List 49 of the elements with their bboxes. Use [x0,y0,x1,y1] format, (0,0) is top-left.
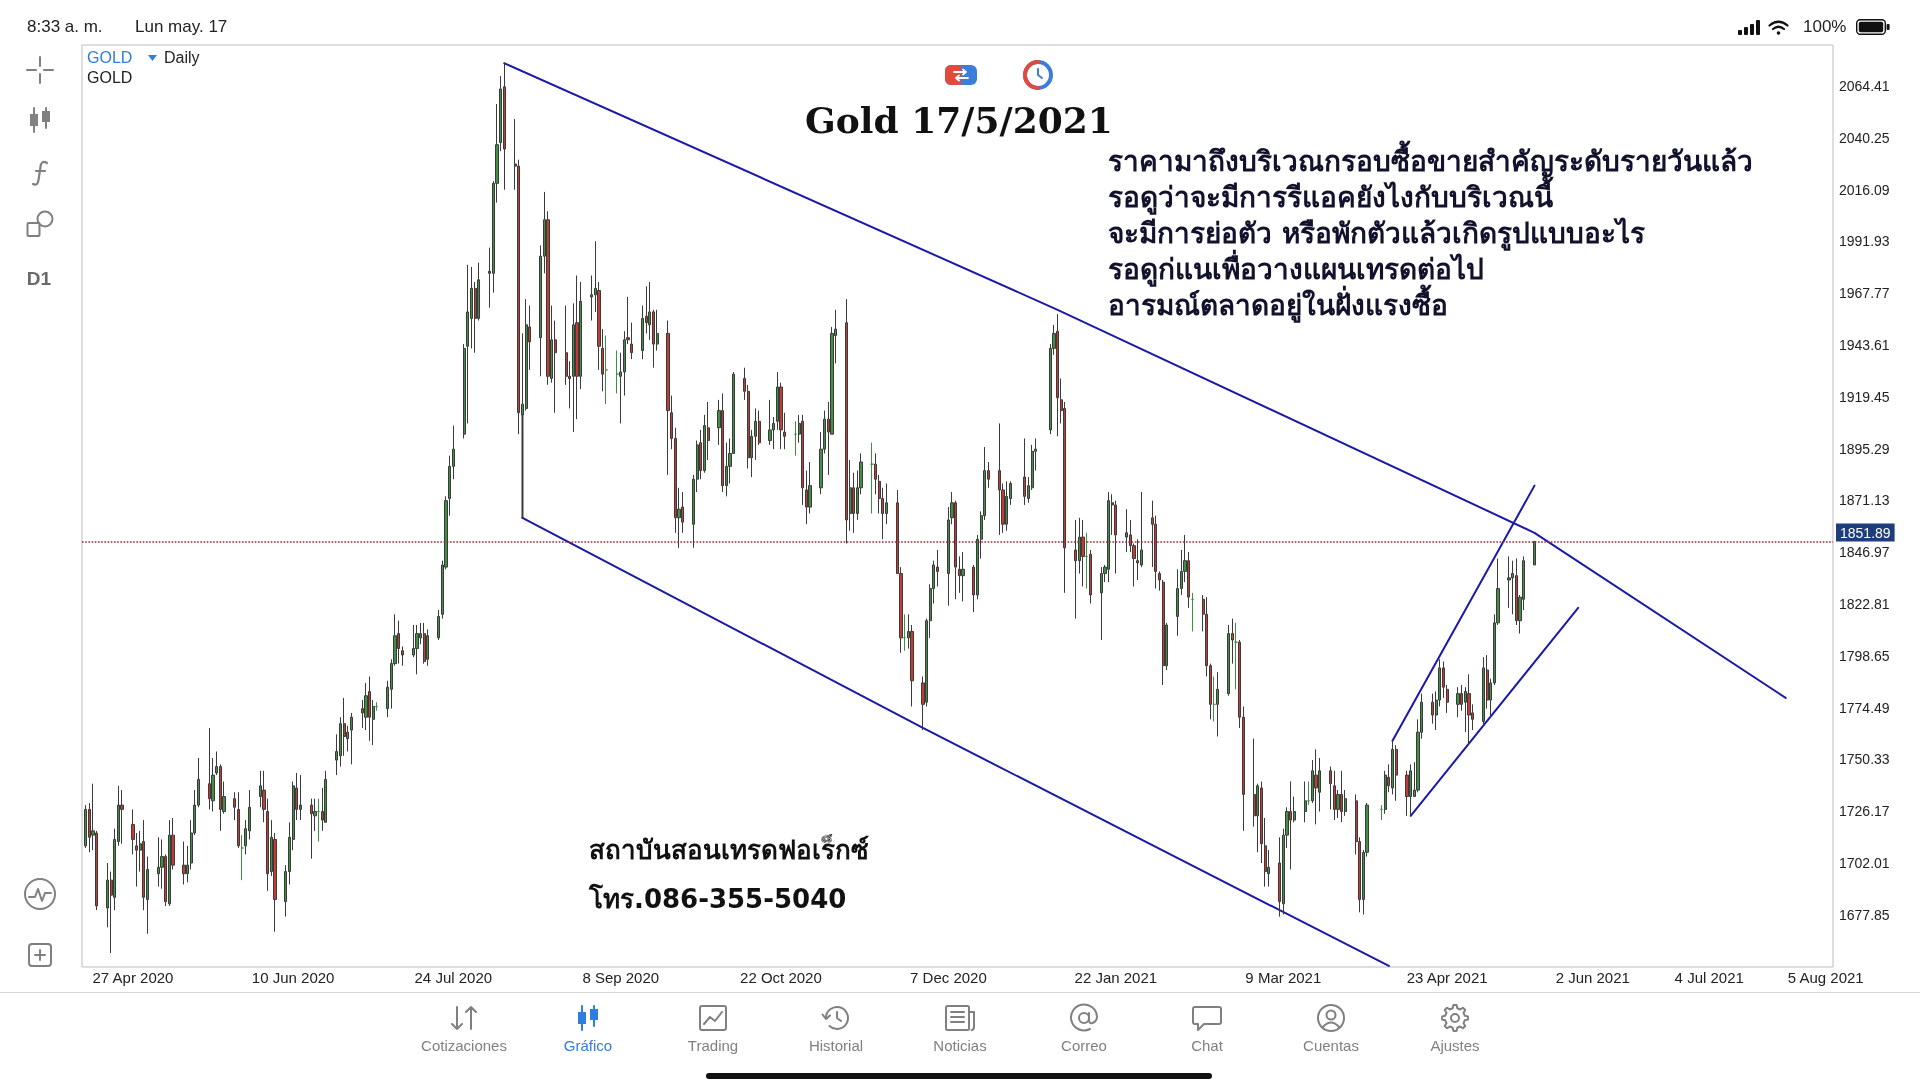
y-tick-label: 2040.25 [1839,129,1890,146]
text: Gráfico [563,1036,613,1056]
x-tick-label: 4 Jul 2021 [1674,969,1744,986]
y-tick-label: 1822.81 [1839,595,1890,612]
y-tick-label: 1943.61 [1839,336,1890,353]
annotation: สถาบันสอนเทรดฟอเร็กซ์ [589,833,869,867]
y-tick-label: 1846.97 [1839,544,1890,561]
text: Ajustes [1430,1036,1480,1056]
text: Historial [808,1036,864,1056]
annotation: Daily [164,47,200,68]
y-tick-label: 1677.85 [1839,906,1890,923]
x-tick-label: 5 Aug 2021 [1787,969,1864,986]
x-tick-label: 10 Jun 2020 [251,969,335,986]
text: 8:33 a. m. [27,16,103,38]
x-tick-label: 2 Jun 2021 [1555,969,1630,986]
x-tick-label: 24 Jul 2020 [414,969,493,986]
x-tick-label: 27 Apr 2020 [92,969,174,986]
x-tick-label: 7 Dec 2020 [910,969,987,986]
y-tick-label: 1750.33 [1839,751,1890,768]
text: D1 [26,266,52,291]
x-tick-label: 8 Sep 2020 [582,969,660,986]
y-tick-label: 1702.01 [1839,854,1890,871]
text: Cuentas [1303,1036,1359,1056]
y-tick-label: 2016.09 [1839,181,1890,198]
y-tick-label: 1726.17 [1839,803,1890,820]
text: Cotizaciones [421,1036,507,1056]
annotation: GOLD [87,47,133,68]
y-tick-label: 1919.45 [1839,388,1890,405]
x-tick-label: 9 Mar 2021 [1245,969,1322,986]
x-tick-label: 22 Jan 2021 [1074,969,1158,986]
x-tick-label: 23 Apr 2021 [1406,969,1488,986]
annotation: GOLD [87,67,133,88]
annotation: โทร.086-355-5040 [589,882,847,916]
y-tick-label: 1798.65 [1839,647,1890,664]
y-tick-label: 1991.93 [1839,233,1890,250]
text: Gold 17/5/2021 [805,99,1113,141]
y-tick-label: 1967.77 [1839,285,1890,302]
y-tick-label: 1871.13 [1839,492,1890,509]
y-tick-label: 1774.49 [1839,699,1890,716]
text: Noticias [933,1036,987,1056]
text: Correo [1061,1036,1107,1056]
x-tick-label: 22 Oct 2020 [740,969,822,986]
text: Lun may. 17 [135,16,228,38]
text: 100% [1803,16,1847,38]
text: Trading [687,1036,739,1056]
y-tick-label: 1895.29 [1839,440,1890,457]
text: Chat [1191,1036,1223,1056]
y-tick-label: 2064.41 [1839,77,1890,94]
ref-line-label: 1851.89 [1840,524,1891,541]
